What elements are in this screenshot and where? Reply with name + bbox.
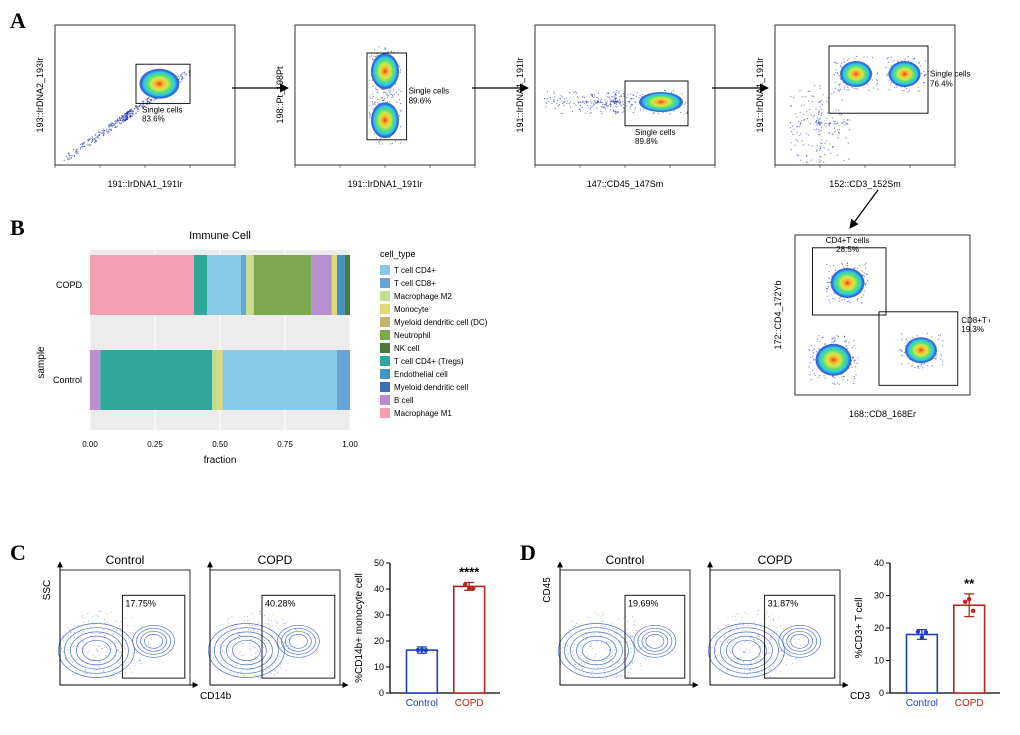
svg-text:172::CD4_172Yb: 172::CD4_172Yb [773,280,783,349]
svg-text:89.6%: 89.6% [409,96,432,105]
svg-text:10: 10 [374,662,384,672]
svg-text:76.4%: 76.4% [930,80,953,89]
svg-text:COPD: COPD [955,698,984,709]
svg-text:152::CD3_152Sm: 152::CD3_152Sm [829,179,901,189]
svg-text:cell_type: cell_type [380,249,416,259]
svg-text:31.87%: 31.87% [768,598,799,608]
svg-text:30: 30 [374,610,384,620]
svg-text:Myeloid dendritic cell (DC): Myeloid dendritic cell (DC) [394,318,488,327]
svg-text:Single cells: Single cells [409,86,449,95]
panel-c: 17.75% Control 40.28% COPD CD14b SSC 0 10 20 30 40… [30,545,510,730]
svg-text:Macrophage M2: Macrophage M2 [394,292,452,301]
panel-b-stacked-bar: Immune Cell 0.00 0.25 0.50 0.75 1.00 COPD Contr… [30,225,580,505]
svg-text:40: 40 [874,558,884,568]
svg-text:30: 30 [874,591,884,601]
svg-text:0.50: 0.50 [212,440,228,449]
svg-text:198::Pt_198Pt: 198::Pt_198Pt [275,66,285,124]
svg-text:50: 50 [374,558,384,568]
panel-c-label: C [10,540,26,566]
svg-text:Single cells: Single cells [142,105,182,114]
svg-text:CD45: CD45 [542,577,553,603]
svg-text:191::IrDNA1_191Ir: 191::IrDNA1_191Ir [755,57,765,132]
svg-text:Control: Control [906,698,938,709]
svg-text:CD4+T cells: CD4+T cells [826,236,870,245]
svg-text:B cell: B cell [394,396,414,405]
panel-b-label: B [10,215,25,241]
svg-text:sample: sample [36,346,47,379]
svg-text:40: 40 [374,584,384,594]
svg-text:COPD: COPD [258,553,293,567]
svg-text:**: ** [964,576,975,591]
panel-d: 19.69% Control 31.87% COPD CD3 CD45 0 10 20 30 40 C… [540,545,1020,730]
svg-text:SSC: SSC [42,580,53,601]
svg-text:Myeloid dendritic cell: Myeloid dendritic cell [394,383,468,392]
svg-text:Control: Control [406,698,438,709]
svg-text:T cell CD4+ (Tregs): T cell CD4+ (Tregs) [394,357,464,366]
svg-text:17.75%: 17.75% [125,598,156,608]
svg-text:Neutrophil: Neutrophil [394,331,431,340]
svg-text:%CD3+ T cell: %CD3+ T cell [854,597,865,658]
panel-d-label: D [520,540,536,566]
svg-text:0: 0 [379,688,384,698]
svg-text:28.5%: 28.5% [836,245,859,254]
svg-text:Monocyte: Monocyte [394,305,429,314]
svg-text:COPD: COPD [56,280,83,290]
panel-a-plots: Single cells83.6%191::IrDNA1_191Ir193::I… [25,10,1015,210]
svg-text:0.75: 0.75 [277,440,293,449]
svg-text:0.25: 0.25 [147,440,163,449]
svg-text:0.00: 0.00 [82,440,98,449]
svg-text:0: 0 [879,688,884,698]
svg-text:NK cell: NK cell [394,344,420,353]
svg-text:CD8+T cells: CD8+T cells [961,316,990,325]
svg-text:****: **** [459,565,480,580]
svg-text:147::CD45_147Sm: 147::CD45_147Sm [587,179,664,189]
svg-text:1.00: 1.00 [342,440,358,449]
svg-text:T cell CD8+: T cell CD8+ [394,279,436,288]
panel-a-cd4cd8-plot: CD4+T cells28.5%CD8+T cells19.3%168::CD8… [760,225,990,435]
svg-text:Macrophage M1: Macrophage M1 [394,409,452,418]
svg-text:CD14b: CD14b [200,691,232,702]
svg-text:19.3%: 19.3% [961,325,984,334]
svg-text:20: 20 [874,623,884,633]
svg-text:191::IrDNA1_191Ir: 191::IrDNA1_191Ir [107,179,182,189]
svg-text:191::IrDNA1_191Ir: 191::IrDNA1_191Ir [347,179,422,189]
svg-text:%CD14b+ monocyte cell: %CD14b+ monocyte cell [354,573,365,683]
svg-text:19.69%: 19.69% [628,598,659,608]
svg-text:83.6%: 83.6% [142,114,165,123]
svg-text:COPD: COPD [455,698,484,709]
svg-text:193::IrDNA2_193Ir: 193::IrDNA2_193Ir [35,57,45,132]
svg-text:COPD: COPD [758,553,793,567]
svg-text:Single cells: Single cells [635,128,675,137]
svg-text:Control: Control [106,553,145,567]
svg-text:T cell CD4+: T cell CD4+ [394,266,436,275]
svg-text:Immune Cell: Immune Cell [189,230,251,242]
svg-text:10: 10 [874,656,884,666]
svg-text:Endothelial cell: Endothelial cell [394,370,448,379]
svg-text:89.8%: 89.8% [635,137,658,146]
svg-text:Control: Control [53,375,82,385]
svg-text:168::CD8_168Er: 168::CD8_168Er [849,409,916,419]
svg-text:CD3: CD3 [850,691,870,702]
svg-text:20: 20 [374,636,384,646]
svg-text:Single cells: Single cells [930,70,970,79]
svg-text:Control: Control [606,553,645,567]
svg-text:fraction: fraction [204,455,237,466]
panel-a-label: A [10,8,26,34]
svg-text:40.28%: 40.28% [265,598,296,608]
svg-text:191::IrDNA1_191Ir: 191::IrDNA1_191Ir [515,57,525,132]
